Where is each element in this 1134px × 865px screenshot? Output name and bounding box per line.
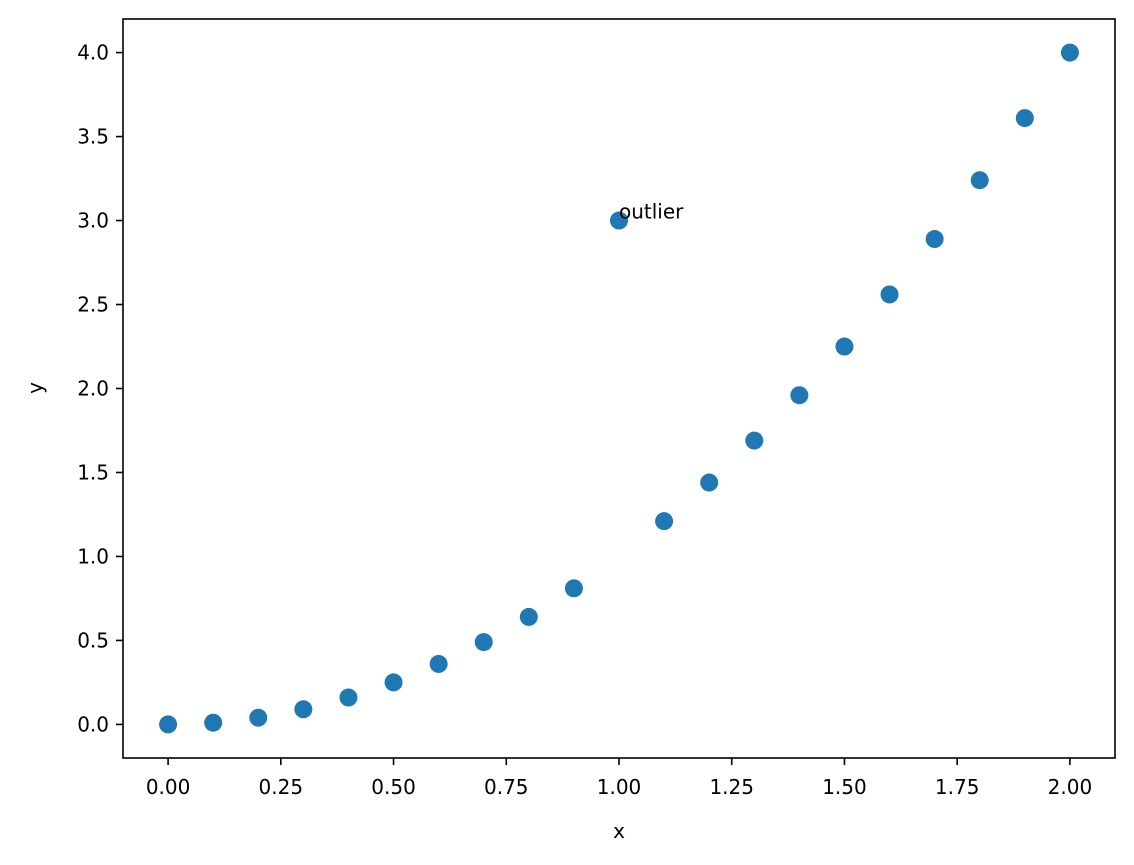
y-axis-label: y xyxy=(23,382,47,394)
data-point xyxy=(339,688,358,707)
data-point xyxy=(384,673,403,692)
data-point xyxy=(790,386,809,405)
data-point xyxy=(610,211,628,230)
data-points xyxy=(159,43,1079,734)
data-point xyxy=(880,285,899,304)
data-point xyxy=(1015,109,1034,128)
data-point xyxy=(1060,43,1079,62)
annotations: outlier xyxy=(619,200,684,224)
x-axis-ticks: 0.00 0.25 0.50 0.75 1.00 1.25 1.50 1.75 2.00 xyxy=(146,758,1092,799)
data-point xyxy=(835,337,854,356)
y-tick-label: 0.5 xyxy=(77,628,109,652)
y-tick-label: 1.0 xyxy=(77,544,109,568)
y-tick-label: 1.5 xyxy=(77,460,109,484)
data-point xyxy=(204,713,223,732)
y-axis-ticks: 0.0 0.5 1.0 1.5 2.0 2.5 3.0 3.5 4.0 xyxy=(77,41,123,736)
data-point xyxy=(249,708,268,727)
x-tick-label: 1.75 xyxy=(935,775,980,799)
y-tick-label: 4.0 xyxy=(77,41,109,65)
x-tick-label: 2.00 xyxy=(1048,775,1093,799)
data-point xyxy=(925,230,944,249)
y-tick-label: 2.0 xyxy=(77,377,109,401)
data-point xyxy=(294,700,313,719)
annotation-label: outlier xyxy=(619,200,684,224)
x-tick-label: 1.00 xyxy=(597,775,642,799)
x-tick-label: 0.25 xyxy=(259,775,304,799)
x-tick-label: 0.00 xyxy=(146,775,191,799)
data-point xyxy=(519,607,538,626)
x-tick-label: 1.50 xyxy=(822,775,867,799)
y-tick-label: 3.0 xyxy=(77,209,109,233)
y-tick-label: 0.0 xyxy=(77,712,109,736)
x-tick-label: 0.75 xyxy=(484,775,529,799)
x-axis-label: x xyxy=(613,819,625,843)
x-tick-label: 1.25 xyxy=(709,775,754,799)
data-point xyxy=(655,512,674,531)
data-point xyxy=(700,473,719,492)
y-tick-label: 3.5 xyxy=(77,125,109,149)
data-point xyxy=(970,171,989,190)
data-point xyxy=(474,633,493,652)
y-tick-label: 2.5 xyxy=(77,293,109,317)
data-point xyxy=(745,431,764,450)
data-point xyxy=(429,654,448,673)
x-tick-label: 0.50 xyxy=(371,775,416,799)
data-point xyxy=(564,579,583,598)
data-point xyxy=(159,715,178,734)
